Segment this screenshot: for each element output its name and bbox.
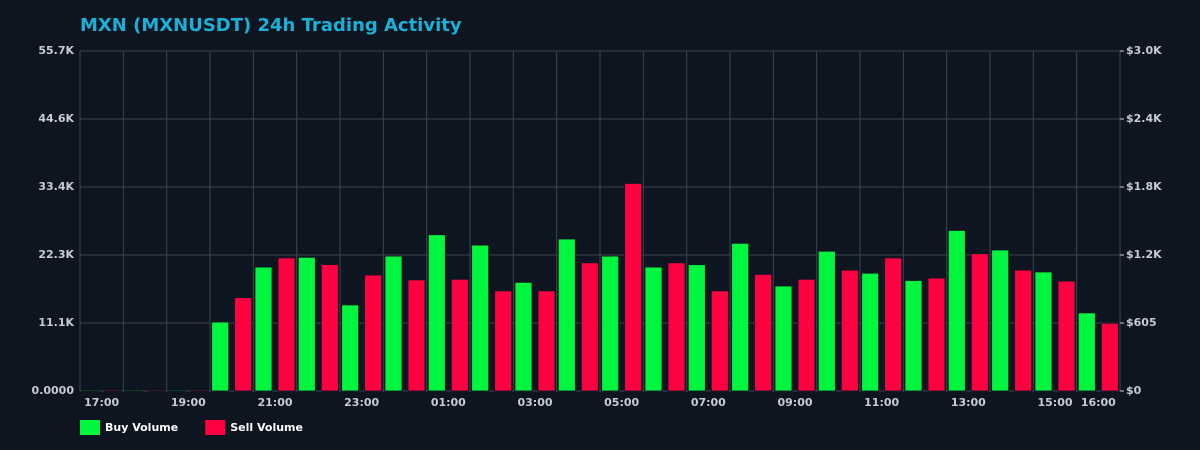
bar [124,389,143,392]
bar [384,255,403,392]
bar [861,272,880,392]
bar [471,244,490,392]
y2-tick-label: $1.2K [1126,248,1162,261]
legend-swatch [205,420,226,435]
bar [687,264,706,392]
bar [644,266,663,392]
bar [450,278,469,392]
bar [731,242,750,392]
bar [514,281,533,392]
chart-title: MXN (MXNUSDT) 24h Trading Activity [80,15,462,36]
x-tick-label: 19:00 [171,396,206,409]
bar [364,274,383,392]
bar [1034,271,1053,392]
x-tick-label: 03:00 [517,396,552,409]
bar [427,234,446,392]
bar [1014,269,1033,392]
bar [81,389,100,392]
bar [817,250,836,392]
bar [320,264,339,392]
x-tick-label: 13:00 [951,396,986,409]
bar [1100,322,1119,392]
x-tick-label: 15:00 [1037,396,1072,409]
y2-tick-label: $605 [1126,316,1157,329]
bar [927,277,946,392]
y-tick-label: 22.3K [38,248,74,261]
bar [537,290,556,392]
x-tick-label: 05:00 [604,396,639,409]
bar [840,269,859,392]
bar [667,262,686,392]
x-tick-label: 01:00 [431,396,466,409]
x-tick-label: 23:00 [344,396,379,409]
legend-label: Buy Volume [105,421,178,434]
x-tick-label: 09:00 [777,396,812,409]
bar [104,389,123,392]
bar [774,285,793,392]
bar [234,297,253,392]
y-tick-label: 0.0000 [32,384,75,397]
bar [1077,312,1096,392]
bar [167,389,186,392]
bar [407,279,426,392]
legend-swatch [80,420,100,435]
bar [947,230,966,392]
bar [991,249,1010,392]
bar [970,253,989,392]
bar [190,389,209,392]
y-tick-label: 11.1K [38,316,74,329]
bar [297,256,316,392]
bar [754,274,773,392]
y2-tick-label: $2.4K [1126,112,1162,125]
y2-tick-label: $3.0K [1126,44,1162,57]
x-tick-label: 07:00 [691,396,726,409]
y-tick-label: 55.7K [38,44,74,57]
bar [494,290,513,392]
bar [147,389,166,392]
y-tick-label: 33.4K [38,180,74,193]
y-tick-label: 44.6K [38,112,74,125]
y2-tick-label: $1.8K [1126,180,1162,193]
bar [601,255,620,392]
bar [254,266,273,392]
bar [557,238,576,392]
legend-label: Sell Volume [230,421,303,434]
bar [1057,280,1076,392]
x-tick-label: 16:00 [1081,396,1116,409]
bar [797,278,816,392]
x-tick-label: 11:00 [864,396,899,409]
x-tick-label: 17:00 [84,396,119,409]
y2-tick-label: $0 [1126,384,1142,397]
bar [904,280,923,392]
bar [341,304,360,392]
bar [211,321,230,392]
bar [580,262,599,392]
bar [624,183,643,392]
x-tick-label: 21:00 [257,396,292,409]
bar [277,257,296,392]
bar [884,257,903,392]
bar [710,290,729,392]
